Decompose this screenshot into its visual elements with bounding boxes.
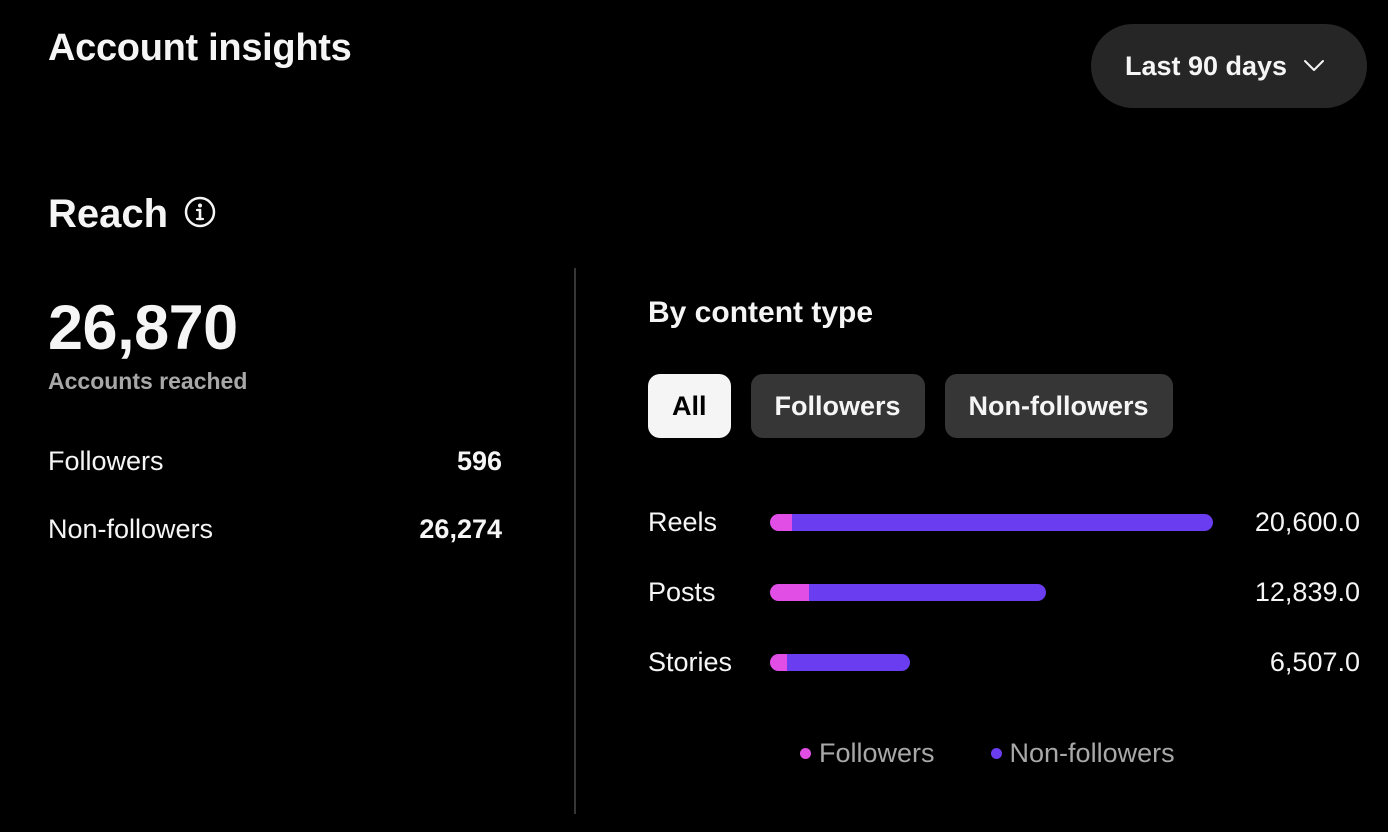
bar-row-stories: Stories 6,507.0 <box>648 642 1360 682</box>
bar-track-stories <box>770 654 1213 671</box>
bar-track-posts <box>770 584 1213 601</box>
content-type-title: By content type <box>648 296 874 329</box>
legend-item-non-followers: Non-followers <box>990 738 1175 769</box>
bar-segment-followers-stories <box>770 654 787 671</box>
filter-chip-non-followers[interactable]: Non-followers <box>944 374 1173 438</box>
bar-segment-non-followers-reels <box>792 514 1213 531</box>
date-range-label: Last 90 days <box>1124 50 1288 81</box>
info-icon[interactable] <box>184 196 216 228</box>
page-title: Account insights <box>48 27 352 69</box>
bar-segment-followers-reels <box>770 514 793 531</box>
non-followers-stat-value: 26,274 <box>419 514 502 544</box>
legend-item-followers: Followers <box>800 738 935 769</box>
accounts-reached-total: 26,870 <box>48 293 238 363</box>
chart-legend: Followers Non-followers <box>800 738 1175 769</box>
filter-chip-followers[interactable]: Followers <box>750 374 925 438</box>
reach-header: Reach <box>48 192 216 237</box>
bar-segment-followers-posts <box>770 584 809 601</box>
legend-label-followers: Followers <box>819 738 935 768</box>
bar-row-reels: Reels 20,600.0 <box>648 502 1360 542</box>
followers-stat-row: Followers 596 <box>48 446 502 477</box>
bar-value-posts: 12,839.0 <box>1254 577 1360 607</box>
bar-posts <box>770 584 1047 601</box>
followers-stat-label: Followers <box>48 446 164 476</box>
followers-stat-value: 596 <box>456 446 502 476</box>
chevron-down-icon <box>1304 60 1325 71</box>
bar-value-stories: 6,507.0 <box>1269 647 1360 677</box>
bar-track-reels <box>770 514 1213 531</box>
bar-row-posts: Posts 12,839.0 <box>648 572 1360 612</box>
non-followers-stat-row: Non-followers 26,274 <box>48 514 502 545</box>
bar-stories <box>770 654 910 671</box>
filter-chip-all[interactable]: All <box>648 374 731 438</box>
legend-label-non-followers: Non-followers <box>1009 738 1175 768</box>
date-range-dropdown[interactable]: Last 90 days <box>1091 24 1367 108</box>
bar-value-reels: 20,600.0 <box>1254 507 1360 537</box>
bar-reels <box>770 514 1213 531</box>
non-followers-stat-label: Non-followers <box>48 514 214 544</box>
reach-title: Reach <box>48 192 169 236</box>
bar-segment-non-followers-stories <box>786 654 910 671</box>
legend-dot-non-followers <box>990 748 1002 759</box>
bar-label-posts: Posts <box>648 577 716 607</box>
legend-dot-followers <box>800 748 811 759</box>
bar-label-reels: Reels <box>648 507 718 537</box>
content-type-filters: All Followers Non-followers <box>648 374 1173 438</box>
accounts-reached-caption: Accounts reached <box>48 368 248 394</box>
section-divider <box>574 268 576 814</box>
bar-label-stories: Stories <box>648 647 733 677</box>
bar-segment-non-followers-posts <box>808 584 1047 601</box>
